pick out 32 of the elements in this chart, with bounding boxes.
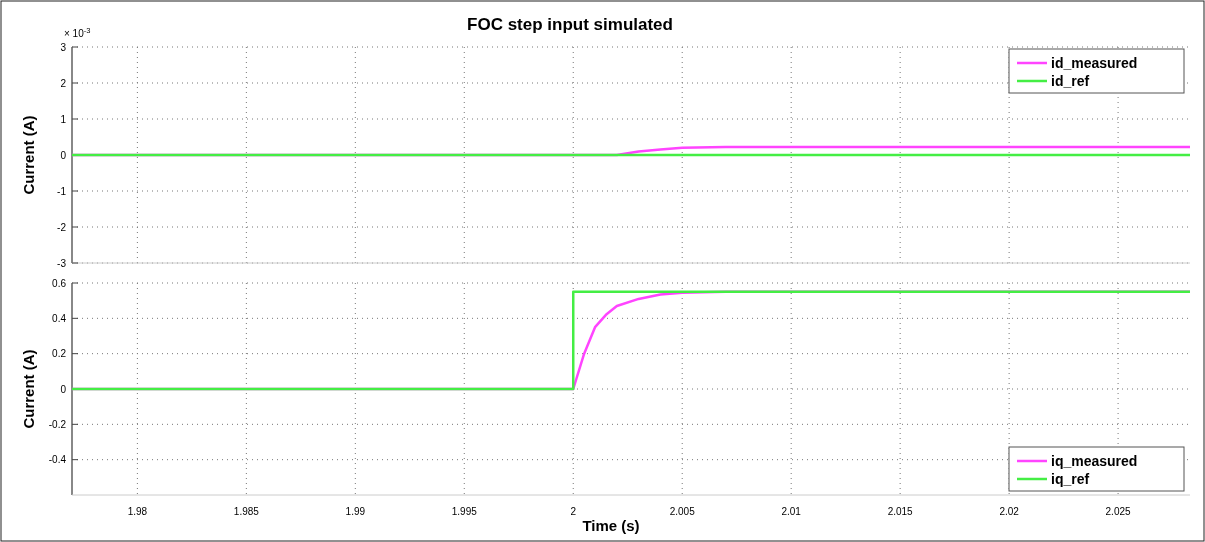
y-tick-label: -0.2 [48,418,67,430]
y-tick-label: 2 [60,77,67,89]
x-tick-label: 2.005 [669,506,696,517]
legend-label: iq_measured [1051,452,1138,469]
x-tick-label: 1.99 [345,506,366,517]
y-tick-label: 1 [60,113,67,125]
x-tick-label: 2 [570,506,577,517]
x-tick-label: 2.02 [999,506,1020,517]
x-tick-label: 2.01 [781,506,802,517]
x-tick-label: 1.995 [451,506,478,517]
x-tick-label: 2.025 [1105,506,1132,517]
y-tick-label: 0.2 [52,348,67,360]
legend-label: id_measured [1051,54,1138,71]
y-tick-label: 0.6 [52,277,67,289]
text: × 10$^{-3}$ [64,25,91,39]
y-tick-label: -2 [57,221,67,233]
y-tick-label: -0.4 [48,454,67,466]
y-axis-title: Current (A) [20,115,37,195]
legend-label: id_ref [1051,72,1090,89]
legend-label: iq_ref [1051,470,1090,487]
y-tick-label: -1 [57,185,67,197]
y-tick-label: 0 [60,149,67,161]
y-tick-label: -3 [57,257,67,269]
x-tick-label: 2.015 [887,506,914,517]
y-axis-title: Current (A) [20,349,37,429]
x-axis-title: Time (s) [582,517,640,534]
y-tick-label: 0.4 [52,312,67,324]
x-tick-label: 1.98 [127,506,148,517]
y-tick-label: 3 [60,41,67,53]
y-tick-label: 0 [60,383,67,395]
chart-title: FOC step input simulated [467,15,673,34]
x-tick-label: 1.985 [233,506,260,517]
